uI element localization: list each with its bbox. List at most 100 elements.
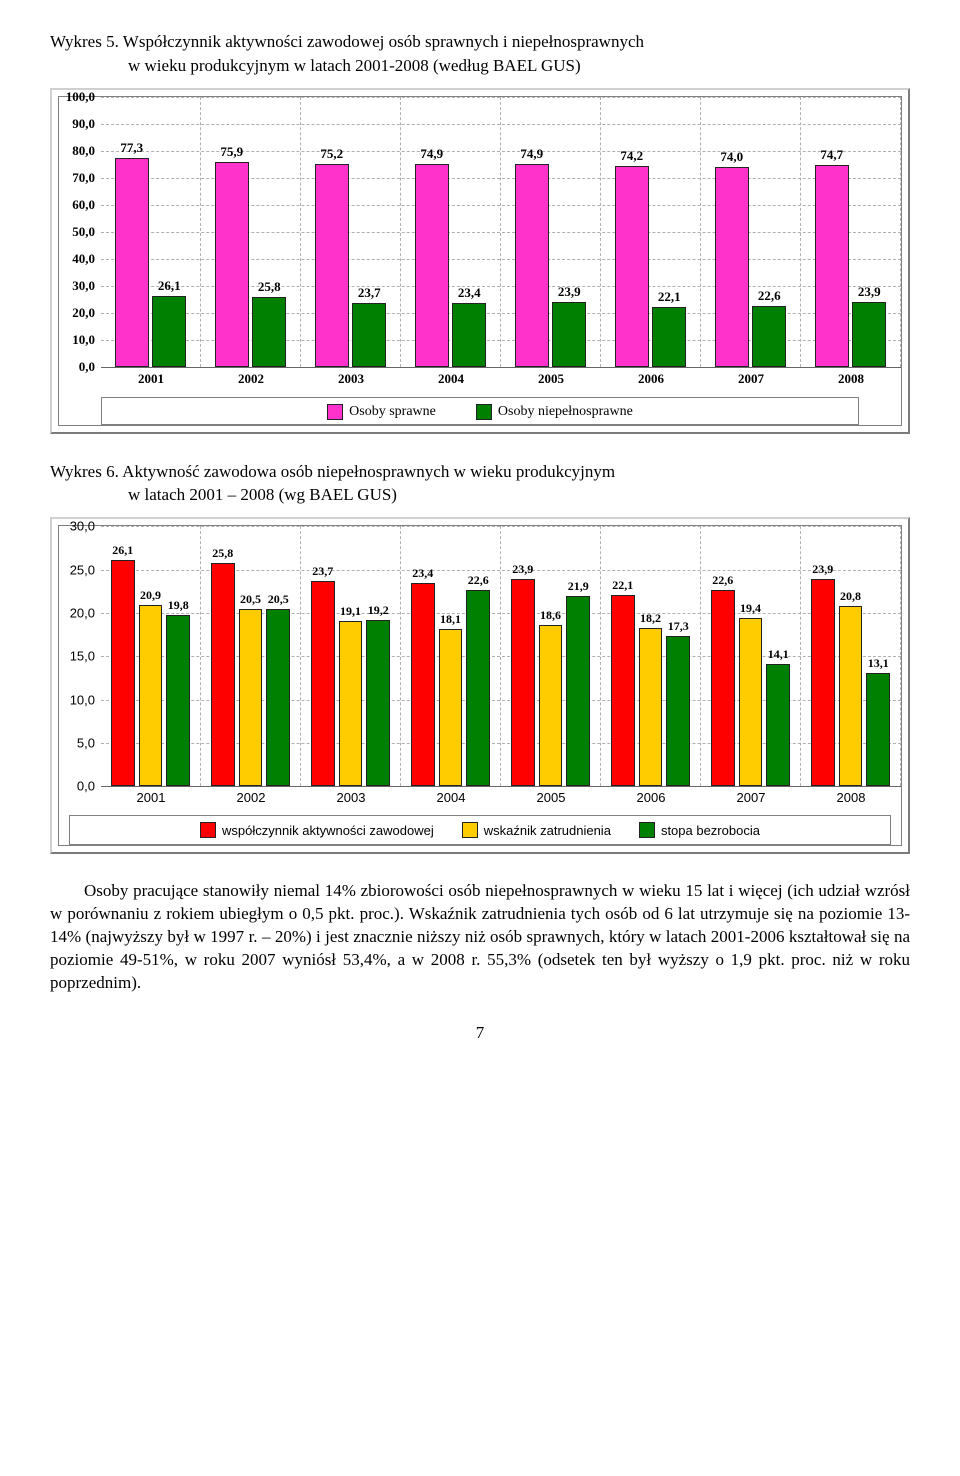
bar-group: 74,923,9 [501, 97, 601, 367]
bar [252, 297, 286, 367]
chart1-title-prefix: Wykres 5. [50, 32, 119, 51]
bar [411, 583, 435, 786]
bar [839, 606, 863, 786]
bar-group: 25,820,520,5 [201, 526, 301, 786]
legend-swatch [327, 404, 343, 420]
bar [152, 296, 186, 366]
bar [515, 164, 549, 366]
bar-value-label: 23,4 [458, 285, 481, 301]
chart2-xlabels: 20012002200320042005200620072008 [101, 786, 901, 809]
bar [266, 609, 290, 787]
legend-swatch [476, 404, 492, 420]
bar-value-label: 75,9 [220, 144, 243, 160]
bar [766, 664, 790, 786]
bar [739, 618, 763, 786]
bar-value-label: 26,1 [158, 278, 181, 294]
bar-group: 23,719,119,2 [301, 526, 401, 786]
bar-value-label: 18,6 [540, 608, 561, 623]
bar [415, 164, 449, 366]
bar-value-label: 23,7 [312, 564, 333, 579]
legend-label: wskaźnik zatrudnienia [484, 823, 611, 838]
chart2-frame: 0,05,010,015,020,025,030,026,120,919,825… [50, 517, 910, 854]
x-tick-label: 2007 [701, 367, 801, 391]
chart1-legend: Osoby sprawne Osoby niepełnosprawne [101, 397, 859, 425]
bar-group: 23,9 18,6 21,9 [501, 526, 601, 786]
bar-value-label: 75,2 [320, 146, 343, 162]
bar [652, 307, 686, 367]
bar-value-label: 74,2 [620, 148, 643, 164]
chart1-xlabels: 20012002200320042005200620072008 [101, 367, 901, 391]
bar-value-label: 18,1 [440, 612, 461, 627]
legend-item: Osoby sprawne [327, 404, 436, 420]
body-paragraph: Osoby pracujące stanowiły niemal 14% zbi… [50, 880, 910, 995]
bar-value-label: 14,1 [768, 647, 789, 662]
x-tick-label: 2008 [801, 786, 901, 809]
bar-value-label: 23,9 [558, 284, 581, 300]
legend-swatch [639, 822, 655, 838]
x-tick-label: 2004 [401, 786, 501, 809]
bar [439, 629, 463, 786]
bar-group: 74,723,9 [801, 97, 901, 367]
bar [366, 620, 390, 786]
x-tick-label: 2003 [301, 786, 401, 809]
chart2-title: Wykres 6. Aktywność zawodowa osób niepeł… [50, 460, 910, 508]
bar-group: 23,920,813,1 [801, 526, 901, 786]
bar [666, 636, 690, 786]
bar-group: 22,619,414,1 [701, 526, 801, 786]
bar-value-label: 23,9 [512, 562, 533, 577]
legend-item: wskaźnik zatrudnienia [462, 822, 611, 838]
body-text: Osoby pracujące stanowiły niemal 14% zbi… [50, 880, 910, 995]
chart2-legend: współczynnik aktywności zawodowej wskaźni… [69, 815, 891, 845]
chart1-frame: 0,010,020,030,040,050,060,070,080,090,01… [50, 88, 910, 434]
legend-item: stopa bezrobocia [639, 822, 760, 838]
chart2-title-prefix: Wykres 6. [50, 462, 119, 481]
bar [166, 615, 190, 787]
bar-value-label: 17,3 [668, 619, 689, 634]
bar-value-label: 77,3 [120, 140, 143, 156]
bar-group: 23,418,122,6 [401, 526, 501, 786]
x-tick-label: 2004 [401, 367, 501, 391]
y-tick-label: 20,0 [61, 305, 95, 321]
bar-value-label: 22,1 [612, 578, 633, 593]
legend-label: stopa bezrobocia [661, 823, 760, 838]
bar [466, 590, 490, 786]
legend-item: Osoby niepełnosprawne [476, 404, 633, 420]
legend-swatch [462, 822, 478, 838]
y-tick-label: 60,0 [61, 197, 95, 213]
x-tick-label: 2006 [601, 786, 701, 809]
bar-value-label: 21,9 [568, 579, 589, 594]
bar [639, 628, 663, 786]
bar [811, 579, 835, 786]
y-tick-label: 5,0 [61, 735, 95, 750]
chart2-plot: 0,05,010,015,020,025,030,026,120,919,825… [101, 526, 901, 786]
bar-value-label: 19,8 [168, 598, 189, 613]
bar-group: 26,120,919,8 [101, 526, 201, 786]
bar-value-label: 13,1 [868, 656, 889, 671]
x-tick-label: 2002 [201, 786, 301, 809]
bar-group: 74,2 22,1 [601, 97, 701, 367]
x-tick-label: 2002 [201, 367, 301, 391]
bar [566, 596, 590, 786]
bar-value-label: 22,6 [758, 288, 781, 304]
x-tick-label: 2001 [101, 786, 201, 809]
bar-value-label: 18,2 [640, 611, 661, 626]
bar [852, 302, 886, 367]
bar [815, 165, 849, 367]
bar-value-label: 22,1 [658, 289, 681, 305]
bar-value-label: 19,4 [740, 601, 761, 616]
x-tick-label: 2006 [601, 367, 701, 391]
bar [611, 595, 635, 787]
y-tick-label: 15,0 [61, 649, 95, 664]
bar-group: 75,223,7 [301, 97, 401, 367]
bar-value-label: 26,1 [112, 543, 133, 558]
chart1-title: Wykres 5. Współczynnik aktywności zawodo… [50, 30, 910, 78]
legend-label: Osoby niepełnosprawne [498, 404, 633, 420]
bar-value-label: 19,1 [340, 604, 361, 619]
bar [711, 590, 735, 786]
chart2-title-l1: Aktywność zawodowa osób niepełnosprawnyc… [119, 462, 615, 481]
bar [452, 303, 486, 366]
bar-value-label: 23,9 [812, 562, 833, 577]
page-number: 7 [50, 1023, 910, 1043]
legend-item: współczynnik aktywności zawodowej [200, 822, 434, 838]
bar-value-label: 74,0 [720, 149, 743, 165]
